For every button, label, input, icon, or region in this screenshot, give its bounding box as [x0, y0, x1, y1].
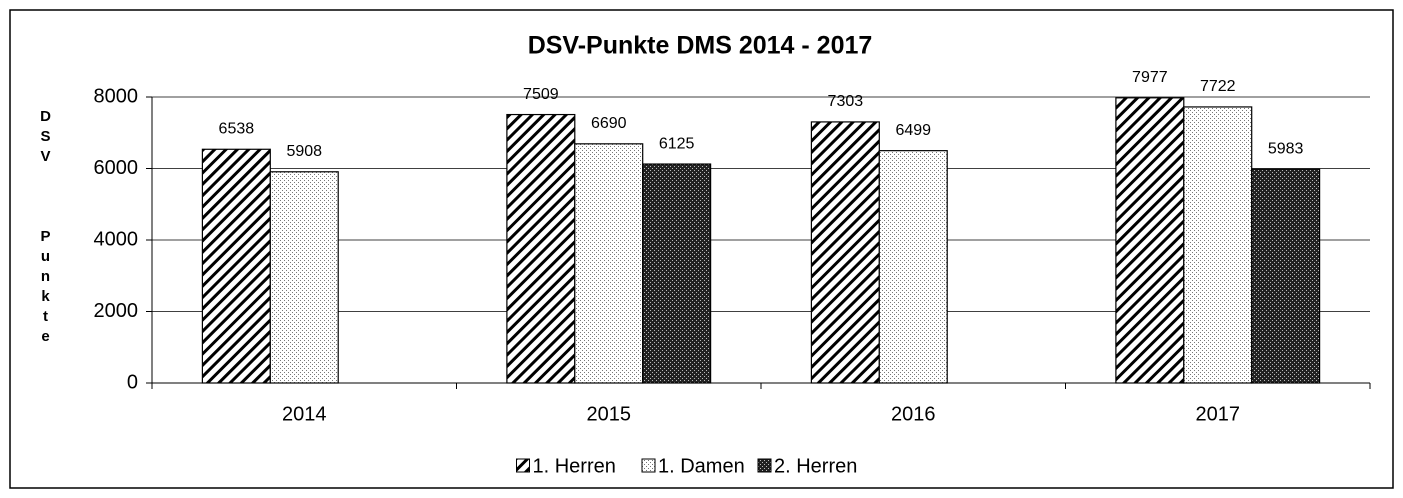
x-tick-label: 2016: [891, 403, 936, 425]
legend-label: 1. Damen: [658, 455, 745, 477]
x-tick-label: 2015: [587, 403, 632, 425]
data-label: 6538: [219, 120, 255, 137]
y-axis-label: DSV Punkte: [37, 108, 54, 348]
bar: [201, 148, 271, 384]
bar: [506, 113, 576, 384]
bar: [642, 163, 712, 384]
bar: [1115, 97, 1185, 384]
y-tick-label: 4000: [94, 228, 139, 250]
legend-label: 1. Herren: [533, 455, 616, 477]
data-label: 7722: [1200, 78, 1236, 95]
legend-label: 2. Herren: [774, 455, 857, 477]
legend-swatch: [757, 458, 772, 473]
data-label: 5983: [1268, 140, 1304, 157]
data-label: 7509: [523, 86, 559, 103]
bar: [1251, 168, 1321, 384]
data-label: 6690: [591, 115, 627, 132]
bar: [878, 150, 948, 384]
chart-title: DSV-Punkte DMS 2014 - 2017: [528, 32, 873, 60]
legend-swatch: [641, 458, 656, 473]
data-label: 6499: [895, 122, 931, 139]
data-label: 5908: [286, 143, 322, 160]
data-label: 7303: [828, 93, 864, 110]
bar: [810, 121, 880, 384]
bar: [269, 171, 339, 384]
y-tick-label: 6000: [94, 157, 139, 179]
x-tick-label: 2017: [1196, 403, 1241, 425]
y-tick-label: 0: [127, 371, 138, 393]
y-tick-label: 2000: [94, 300, 139, 322]
data-label: 6125: [659, 135, 695, 152]
data-label: 7977: [1132, 69, 1168, 86]
bar: [574, 143, 644, 384]
bar: [1183, 106, 1253, 384]
legend-swatch: [516, 458, 530, 473]
x-tick-label: 2014: [282, 403, 327, 425]
y-tick-label: 8000: [94, 85, 139, 107]
